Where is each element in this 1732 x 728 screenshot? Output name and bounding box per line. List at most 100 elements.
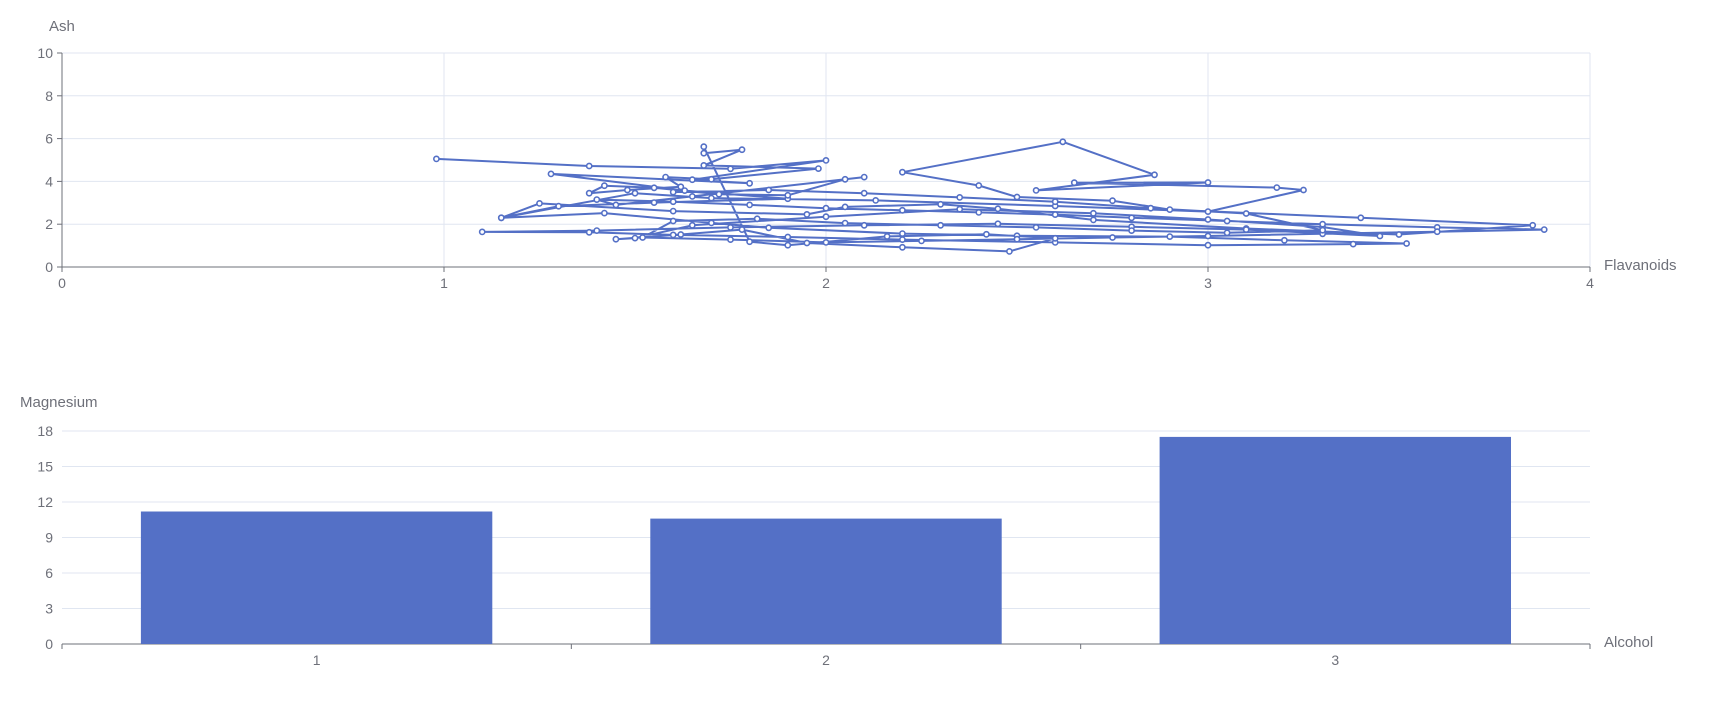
y-tick-label: 9 <box>45 530 53 546</box>
data-point <box>1051 234 1059 242</box>
y-tick-label: 10 <box>37 45 53 61</box>
data-point <box>1109 197 1116 205</box>
data-point <box>1204 208 1212 215</box>
data-point <box>677 183 685 191</box>
x-tick-label: 1 <box>313 652 321 668</box>
data-point <box>1395 231 1403 238</box>
y-axis-title: Magnesium <box>20 394 98 411</box>
data-point <box>547 170 555 178</box>
data-point <box>612 235 620 243</box>
data-point <box>1223 229 1231 237</box>
data-point <box>983 230 990 238</box>
bar-1 <box>140 511 493 644</box>
y-tick-label: 2 <box>45 216 53 232</box>
data-point <box>937 200 944 208</box>
bar-2 <box>650 518 1002 644</box>
data-point <box>1223 217 1231 225</box>
data-point <box>708 175 715 183</box>
data-point <box>1540 226 1548 233</box>
data-point <box>899 236 906 243</box>
data-point <box>994 205 1002 213</box>
y-tick-label: 15 <box>37 459 53 475</box>
data-point <box>593 196 601 203</box>
data-point <box>784 241 792 249</box>
data-point <box>1032 186 1040 194</box>
data-point <box>1281 236 1288 244</box>
data-point <box>1376 232 1384 240</box>
data-point <box>1070 179 1078 187</box>
data-point <box>669 207 677 215</box>
data-point <box>975 208 983 216</box>
data-point <box>918 237 925 245</box>
data-point <box>536 199 543 207</box>
data-point <box>1242 210 1250 217</box>
data-point <box>872 196 880 204</box>
data-point <box>677 231 685 238</box>
x-tick-label: 4 <box>1586 275 1594 291</box>
data-point <box>585 228 593 236</box>
data-point <box>681 187 689 194</box>
x-axis-title: Flavanoids <box>1604 257 1677 274</box>
data-point <box>669 198 677 206</box>
data-point <box>1147 204 1155 212</box>
data-point <box>815 165 822 172</box>
data-point <box>803 210 811 218</box>
data-point <box>883 232 891 240</box>
x-tick-label: 3 <box>1204 275 1212 291</box>
data-point <box>708 194 715 202</box>
data-point <box>746 238 753 246</box>
data-point <box>765 224 773 232</box>
data-point <box>860 221 868 229</box>
data-point <box>994 220 1002 228</box>
data-point <box>497 214 505 222</box>
data-point <box>688 221 696 229</box>
data-point <box>432 155 440 163</box>
data-point <box>1166 233 1174 240</box>
data-point <box>585 189 593 197</box>
data-point <box>899 230 906 237</box>
data-point <box>822 213 830 221</box>
x-tick-label: 2 <box>822 275 830 291</box>
data-point <box>727 223 734 231</box>
y-tick-label: 6 <box>45 131 53 147</box>
data-point <box>822 156 830 164</box>
data-point <box>1109 234 1116 241</box>
data-point <box>631 189 639 197</box>
data-point <box>1166 206 1174 213</box>
data-point <box>1242 226 1250 233</box>
data-point <box>1013 193 1021 201</box>
data-point <box>1204 232 1212 240</box>
data-point <box>650 199 658 206</box>
data-point <box>899 243 906 251</box>
data-point <box>1128 214 1135 222</box>
data-point <box>1204 179 1212 186</box>
data-point <box>937 221 944 229</box>
data-point <box>601 182 608 190</box>
data-point <box>1319 220 1326 228</box>
data-point <box>555 202 562 210</box>
data-point <box>899 168 906 176</box>
data-point <box>1128 227 1135 234</box>
data-point <box>727 165 734 173</box>
data-point <box>841 175 849 183</box>
x-tick-label: 0 <box>58 275 66 291</box>
data-point <box>700 149 708 157</box>
data-point <box>822 204 830 212</box>
data-point <box>715 190 723 198</box>
data-point <box>669 231 677 239</box>
data-point <box>1013 235 1021 243</box>
x-tick-label: 2 <box>822 652 830 668</box>
data-point <box>585 162 593 170</box>
data-point <box>822 238 830 246</box>
data-point <box>688 192 696 200</box>
data-point <box>700 161 708 169</box>
bar-3 <box>1159 436 1511 644</box>
data-point <box>1006 247 1013 255</box>
data-point <box>956 193 964 201</box>
data-point <box>738 146 746 154</box>
y-tick-label: 0 <box>45 636 53 652</box>
data-point <box>1090 209 1097 217</box>
data-point <box>841 203 849 211</box>
